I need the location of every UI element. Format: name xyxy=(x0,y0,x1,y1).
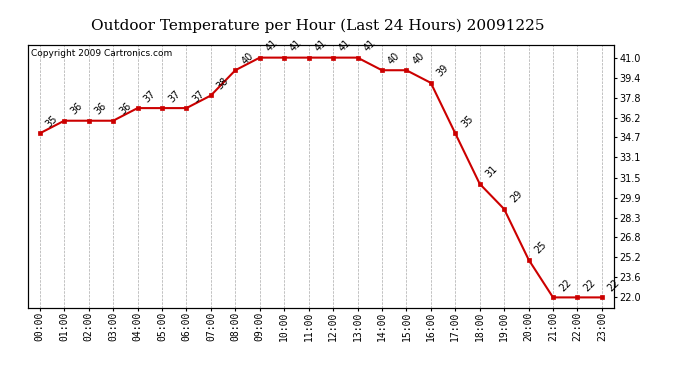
Text: 37: 37 xyxy=(190,88,206,104)
Text: 25: 25 xyxy=(533,240,549,255)
Text: 22: 22 xyxy=(606,278,622,293)
Text: 36: 36 xyxy=(117,101,133,117)
Text: 31: 31 xyxy=(484,164,500,180)
Text: 37: 37 xyxy=(166,88,182,104)
Text: 41: 41 xyxy=(362,38,377,54)
Text: 40: 40 xyxy=(386,50,402,66)
Text: 29: 29 xyxy=(509,189,524,205)
Text: 22: 22 xyxy=(582,278,598,293)
Text: 36: 36 xyxy=(93,101,108,117)
Text: 41: 41 xyxy=(264,38,279,54)
Text: 39: 39 xyxy=(435,63,451,79)
Text: 40: 40 xyxy=(239,50,255,66)
Text: Outdoor Temperature per Hour (Last 24 Hours) 20091225: Outdoor Temperature per Hour (Last 24 Ho… xyxy=(90,19,544,33)
Text: Copyright 2009 Cartronics.com: Copyright 2009 Cartronics.com xyxy=(30,49,172,58)
Text: 22: 22 xyxy=(557,278,573,293)
Text: 37: 37 xyxy=(141,88,157,104)
Text: 36: 36 xyxy=(68,101,84,117)
Text: 41: 41 xyxy=(337,38,353,54)
Text: 35: 35 xyxy=(44,113,60,129)
Text: 41: 41 xyxy=(288,38,304,54)
Text: 35: 35 xyxy=(460,113,475,129)
Text: 38: 38 xyxy=(215,76,230,92)
Text: 40: 40 xyxy=(411,50,426,66)
Text: 41: 41 xyxy=(313,38,328,54)
